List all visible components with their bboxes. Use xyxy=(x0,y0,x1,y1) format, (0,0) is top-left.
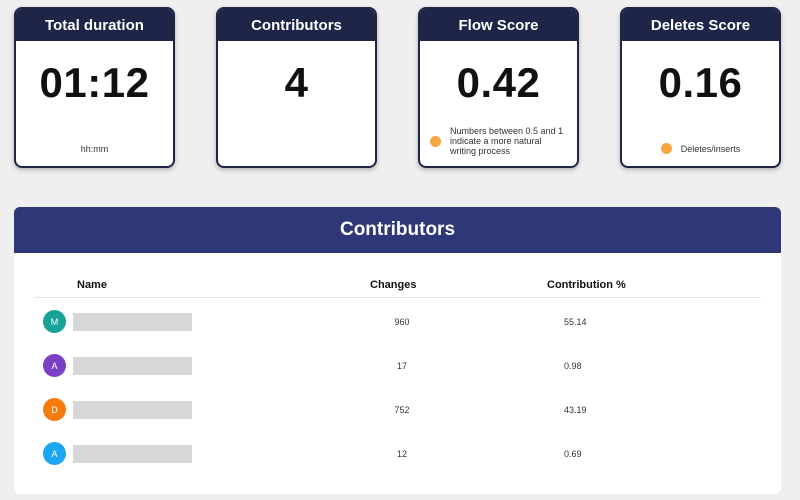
avatar: D xyxy=(43,398,66,421)
changes-cell: 960 xyxy=(394,317,410,327)
card-value: 0.42 xyxy=(456,59,541,106)
card-title: Contributors xyxy=(218,9,375,41)
contribution-cell: 0.98 xyxy=(564,361,582,371)
avatar: A xyxy=(43,354,66,377)
card-footer-text: Numbers between 0.5 and 1 indicate a mor… xyxy=(450,126,564,156)
card-value: 0.16 xyxy=(658,59,743,106)
changes-cell: 752 xyxy=(394,405,410,415)
card-value: 01:12 xyxy=(39,59,150,106)
card-footer: Deletes/inserts xyxy=(622,143,779,154)
card-title: Flow Score xyxy=(420,9,577,41)
changes-cell: 17 xyxy=(396,361,407,371)
table-header: Name Changes Contribution % xyxy=(34,267,761,298)
contributors-card: Contributors 4 xyxy=(216,7,377,168)
column-header-contribution[interactable]: Contribution % xyxy=(547,279,626,291)
deletes-score-card: Deletes Score 0.16 Deletes/inserts xyxy=(620,7,781,168)
indicator-dot-icon xyxy=(660,143,672,154)
card-footer-text: hh:mm xyxy=(80,144,109,154)
contributors-table: Name Changes Contribution % M 960 55.14 … xyxy=(34,267,761,474)
redacted-name xyxy=(73,445,192,463)
column-header-changes[interactable]: Changes xyxy=(370,279,417,291)
total-duration-card: Total duration 01:12 hh:mm xyxy=(14,7,175,168)
card-footer-text: Deletes/inserts xyxy=(680,143,741,154)
table-row: M 960 55.14 xyxy=(34,298,761,342)
card-title: Deletes Score xyxy=(622,9,779,41)
avatar: M xyxy=(43,310,66,333)
card-title: Total duration xyxy=(16,9,173,41)
panel-title: Contributors xyxy=(14,207,781,253)
stats-row: Total duration 01:12 hh:mm Contributors … xyxy=(14,7,781,168)
redacted-name xyxy=(73,313,192,331)
contribution-cell: 55.14 xyxy=(564,317,587,327)
changes-cell: 12 xyxy=(396,449,407,459)
contribution-cell: 43.19 xyxy=(564,405,587,415)
card-value: 4 xyxy=(284,59,309,106)
card-footer: hh:mm xyxy=(16,144,173,154)
avatar: A xyxy=(43,442,66,465)
flow-score-card: Flow Score 0.42 Numbers between 0.5 and … xyxy=(418,7,579,168)
table-row: D 752 43.19 xyxy=(34,386,761,430)
contributors-panel: Contributors Name Changes Contribution %… xyxy=(14,207,781,494)
column-header-name[interactable]: Name xyxy=(77,279,107,291)
table-row: A 12 0.69 xyxy=(34,430,761,474)
redacted-name xyxy=(73,401,192,419)
contribution-cell: 0.69 xyxy=(564,449,582,459)
table-row: A 17 0.98 xyxy=(34,342,761,386)
redacted-name xyxy=(73,357,192,375)
indicator-dot-icon xyxy=(430,135,441,147)
card-footer: Numbers between 0.5 and 1 indicate a mor… xyxy=(420,126,577,156)
